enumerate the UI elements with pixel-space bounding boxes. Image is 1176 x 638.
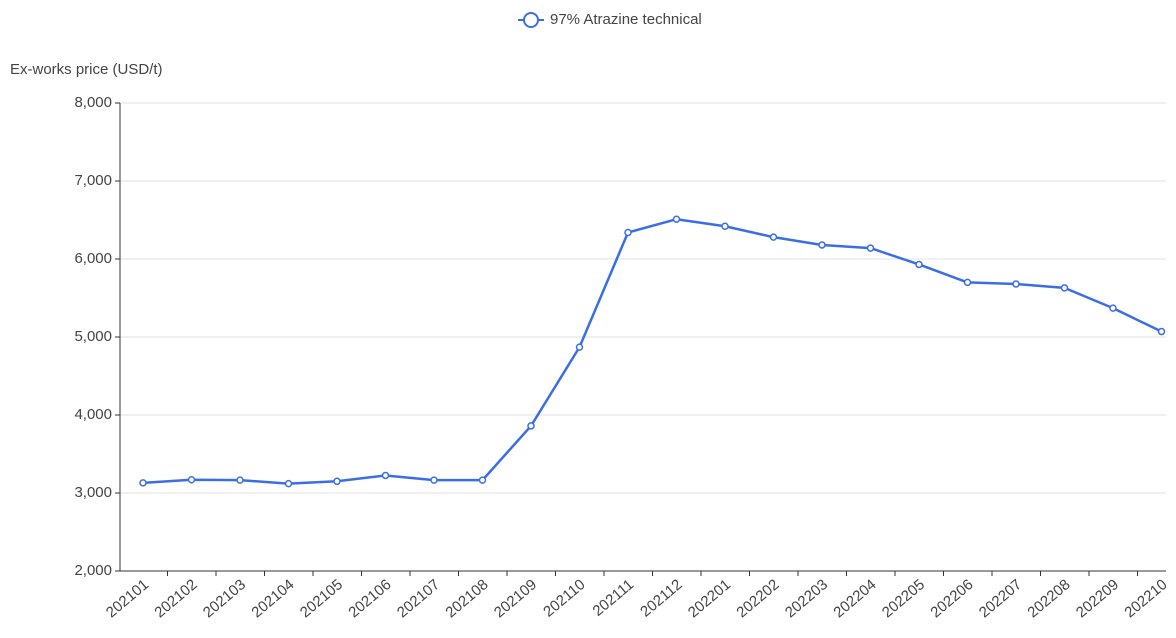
x-tick-label: 202209 <box>1073 576 1122 621</box>
y-tick-label: 7,000 <box>74 172 112 189</box>
y-tick-label: 8,000 <box>74 94 112 111</box>
point <box>624 228 632 237</box>
x-tick-label: 202105 <box>297 576 346 621</box>
point <box>236 476 244 484</box>
x-tick-label: 202207 <box>976 576 1025 621</box>
point <box>1060 284 1069 292</box>
x-tick-label: 202110 <box>540 576 588 620</box>
x-tick-label: 202108 <box>442 576 491 621</box>
point <box>1157 327 1166 336</box>
point <box>575 343 584 351</box>
y-tick-label: 5,000 <box>74 328 112 345</box>
point <box>1012 280 1020 288</box>
point <box>527 422 535 430</box>
point <box>721 222 729 230</box>
x-tick-label: 202205 <box>879 576 928 621</box>
x-tick-label: 202112 <box>637 576 685 620</box>
line <box>142 217 1163 485</box>
x-tick-label: 202102 <box>151 576 200 621</box>
y-tick-label: 6,000 <box>74 250 112 267</box>
point <box>284 479 293 488</box>
y-tick-label: 3,000 <box>74 484 112 501</box>
y-tick-label: 4,000 <box>74 406 112 423</box>
point <box>478 476 487 484</box>
x-tick-label: 202201 <box>685 576 734 621</box>
x-tick-label: 202206 <box>927 576 976 621</box>
x-tick-label: 202101 <box>103 576 152 621</box>
x-tick-label: 202109 <box>491 576 540 621</box>
point <box>672 215 681 223</box>
y-tick-label: 2,000 <box>74 562 112 579</box>
x-tick-label: 202208 <box>1024 576 1073 621</box>
point <box>381 471 390 480</box>
point <box>963 278 972 287</box>
point <box>1109 304 1117 312</box>
x-tick-label: 202111 <box>590 576 638 620</box>
point <box>866 244 875 252</box>
point <box>818 241 826 249</box>
point <box>915 260 923 269</box>
point <box>139 479 147 487</box>
x-tick-label: 202210 <box>1121 576 1170 621</box>
x-tick-label: 202107 <box>394 576 443 621</box>
legend-label: 97% Atrazine technical <box>550 11 702 28</box>
x-tick-label: 202204 <box>830 576 879 621</box>
x-tick-label: 202203 <box>782 576 831 621</box>
point <box>769 233 778 241</box>
point <box>430 476 438 484</box>
y-axis-label: Ex-works price (USD/t) <box>10 61 163 78</box>
legend-marker <box>523 12 539 28</box>
x-tick-label: 202106 <box>345 576 394 621</box>
x-tick-label: 202104 <box>248 576 297 621</box>
x-tick-label: 202202 <box>733 576 782 621</box>
point <box>187 475 196 484</box>
x-tick-label: 202103 <box>200 576 249 621</box>
point <box>333 477 341 486</box>
